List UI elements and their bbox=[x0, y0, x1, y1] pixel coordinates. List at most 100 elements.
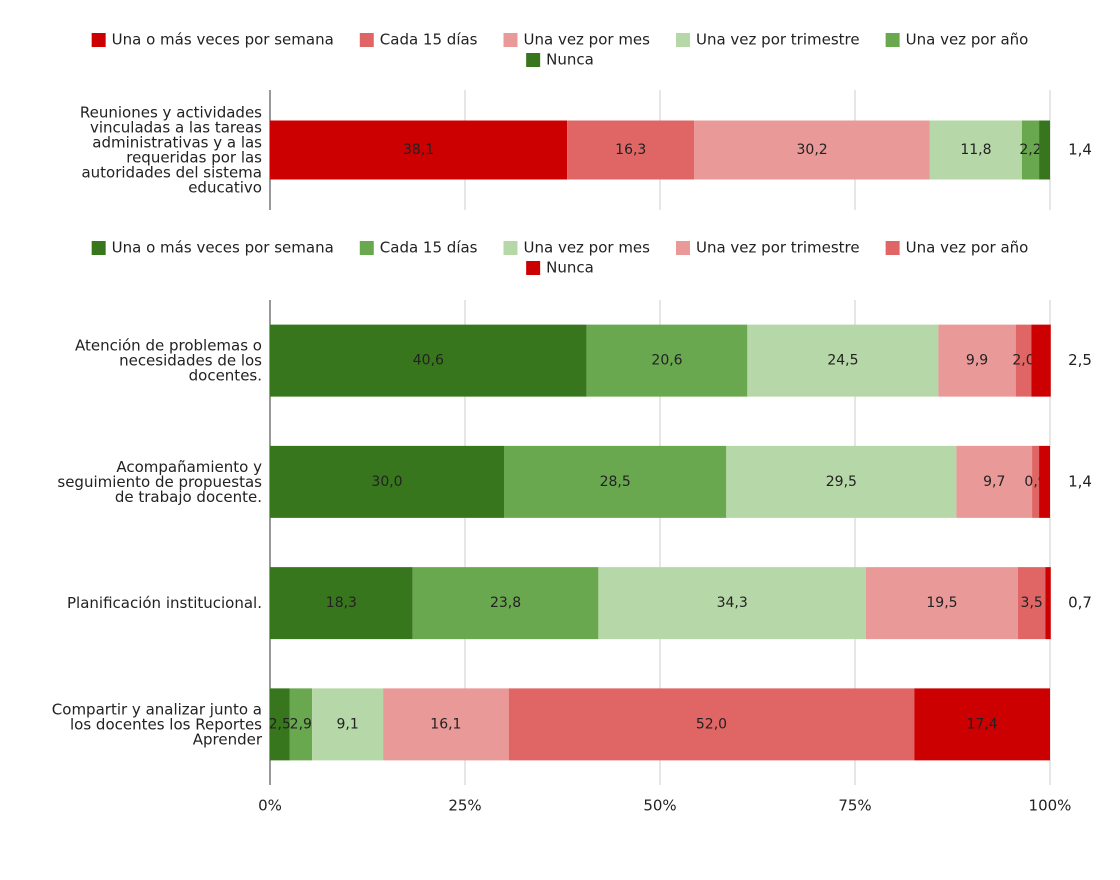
value-label: 9,7 bbox=[983, 474, 1005, 490]
value-label: 34,3 bbox=[717, 595, 748, 611]
bar-segment bbox=[383, 688, 509, 761]
bar-segment bbox=[508, 688, 915, 761]
legend-label: Cada 15 días bbox=[380, 239, 478, 257]
legend-swatch bbox=[503, 241, 518, 255]
value-label: 9,9 bbox=[966, 353, 988, 369]
category-label: Planificación institucional. bbox=[67, 594, 262, 612]
category-label: Acompañamiento y seguimiento de propuesta… bbox=[57, 457, 262, 505]
bar-segment bbox=[1021, 120, 1040, 180]
legend-label: Una o más veces por semana bbox=[112, 239, 334, 257]
legend-label: Una o más veces por semana bbox=[112, 31, 334, 49]
value-label: 16,3 bbox=[615, 142, 646, 158]
legend-label: Una vez por mes bbox=[523, 239, 650, 257]
bar-segment bbox=[270, 120, 568, 180]
legend-label: Nunca bbox=[546, 51, 594, 69]
legend-swatch bbox=[885, 33, 900, 47]
value-label: 2,5 bbox=[269, 716, 291, 732]
legend-item: Cada 15 días bbox=[359, 31, 478, 49]
legend-item: Una vez por año bbox=[885, 239, 1029, 257]
legend-swatch bbox=[885, 241, 900, 255]
value-label: 40,6 bbox=[413, 353, 444, 369]
value-label: 20,6 bbox=[651, 353, 682, 369]
bar-segment bbox=[865, 567, 1019, 640]
x-tick-label: 50% bbox=[643, 797, 676, 815]
value-label: 24,5 bbox=[827, 353, 858, 369]
value-label: 11,8 bbox=[960, 142, 991, 158]
value-label: 16,1 bbox=[430, 716, 461, 732]
bar-segment bbox=[1031, 324, 1051, 397]
legend-swatch bbox=[526, 53, 541, 67]
value-label: 18,3 bbox=[326, 595, 357, 611]
bar-segment bbox=[1018, 567, 1046, 640]
value-label: 29,5 bbox=[826, 474, 857, 490]
category-label: Compartir y analizar junto a los docentes… bbox=[52, 700, 263, 748]
legend-swatch bbox=[526, 261, 541, 275]
bar-segment bbox=[929, 120, 1022, 180]
legend-label: Una vez por trimestre bbox=[696, 31, 860, 49]
legend-label: Nunca bbox=[546, 259, 594, 277]
bar-segment bbox=[1039, 120, 1050, 180]
legend-item: Una vez por trimestre bbox=[675, 31, 860, 49]
value-label: 1,4 bbox=[1068, 141, 1092, 159]
category-label: Reuniones y actividades vinculadas a las … bbox=[80, 103, 262, 196]
value-label: 38,1 bbox=[403, 142, 434, 158]
legend-swatch bbox=[91, 33, 106, 47]
value-label: 30,2 bbox=[797, 142, 828, 158]
legend-item: Una vez por mes bbox=[503, 31, 650, 49]
value-label: 17,4 bbox=[967, 716, 998, 732]
bar-segment bbox=[1045, 567, 1051, 640]
value-label: 2,5 bbox=[1068, 351, 1092, 369]
x-tick-label: 0% bbox=[258, 797, 282, 815]
value-label: 28,5 bbox=[600, 474, 631, 490]
legend-label: Una vez por trimestre bbox=[696, 239, 860, 257]
bar-segment bbox=[1039, 445, 1050, 518]
legend-item: Nunca bbox=[526, 259, 594, 277]
legend-label: Una vez por año bbox=[906, 239, 1029, 257]
bar-segment bbox=[270, 324, 587, 397]
legend-swatch bbox=[503, 33, 518, 47]
bar-segment bbox=[914, 688, 1050, 761]
bar-segment bbox=[412, 567, 599, 640]
value-label: 1,4 bbox=[1068, 472, 1092, 490]
x-tick-label: 25% bbox=[448, 797, 481, 815]
legend-swatch bbox=[359, 33, 374, 47]
bar-segment bbox=[1015, 324, 1032, 397]
legend-item: Una o más veces por semana bbox=[91, 31, 334, 49]
value-label: 2,0 bbox=[1012, 353, 1034, 369]
legend-item: Una o más veces por semana bbox=[91, 239, 334, 257]
value-label: 9,1 bbox=[336, 716, 358, 732]
bar-segment bbox=[312, 688, 384, 761]
value-label: 52,0 bbox=[696, 716, 727, 732]
bar-segment bbox=[694, 120, 930, 180]
legend-item: Una vez por mes bbox=[503, 239, 650, 257]
x-tick-label: 75% bbox=[838, 797, 871, 815]
legend-swatch bbox=[359, 241, 374, 255]
bar-segment bbox=[747, 324, 939, 397]
value-label: 30,0 bbox=[371, 474, 402, 490]
legend-label: Una vez por año bbox=[906, 31, 1029, 49]
value-label: 0,7 bbox=[1068, 594, 1092, 612]
legend-swatch bbox=[91, 241, 106, 255]
value-label: 2,9 bbox=[290, 716, 312, 732]
bar-segment bbox=[270, 688, 290, 761]
bar-segment bbox=[938, 324, 1016, 397]
category-label: Atención de problemas o necesidades de lo… bbox=[75, 336, 262, 384]
value-label: 2,2 bbox=[1019, 142, 1041, 158]
x-tick-label: 100% bbox=[1029, 797, 1072, 815]
bar-segment bbox=[1032, 445, 1040, 518]
bar-segment bbox=[270, 445, 504, 518]
legend-swatch bbox=[675, 241, 690, 255]
legend-item: Una vez por trimestre bbox=[675, 239, 860, 257]
bar-segment bbox=[504, 445, 727, 518]
legend-label: Una vez por mes bbox=[523, 31, 650, 49]
legend-item: Cada 15 días bbox=[359, 239, 478, 257]
legend-item: Nunca bbox=[526, 51, 594, 69]
value-label: 3,5 bbox=[1021, 595, 1043, 611]
value-label: 23,8 bbox=[490, 595, 521, 611]
value-label: 19,5 bbox=[926, 595, 957, 611]
bar-segment bbox=[956, 445, 1033, 518]
bar-segment bbox=[289, 688, 313, 761]
legend-label: Cada 15 días bbox=[380, 31, 478, 49]
bar-segment bbox=[567, 120, 695, 180]
